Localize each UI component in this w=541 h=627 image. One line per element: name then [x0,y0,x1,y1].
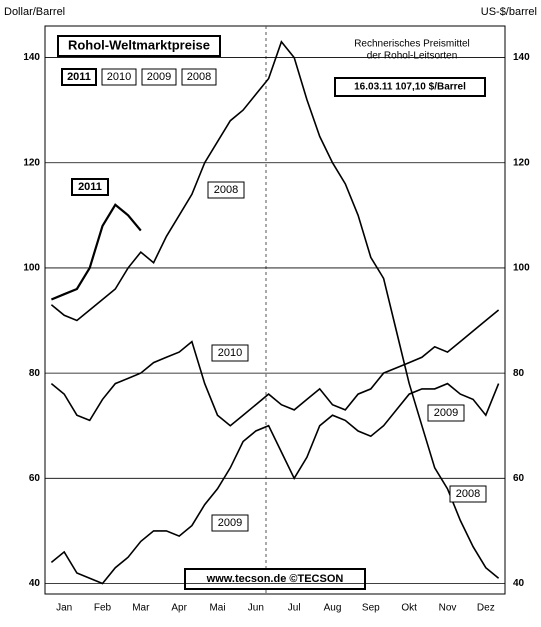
series-label-box [427,404,465,422]
y2-tick-label: 40 [513,578,525,589]
y-tick-label: 120 [23,157,40,168]
y-tick-label: 100 [23,263,40,274]
x-tick-label: Jun [248,603,264,614]
y2-tick-label: 140 [513,52,530,63]
legend-box [181,68,217,86]
legend-label: 2008 [187,71,211,83]
x-tick-label: Nov [439,603,457,614]
chart-title: Rohol-Weltmarktpreise [68,37,210,52]
x-tick-label: Mai [209,603,225,614]
x-tick-label: Dez [477,603,495,614]
price-box [334,77,486,97]
source-box [184,568,366,590]
y-tick-label: 80 [29,368,41,379]
annotation: Rechnerisches Preismittel [354,39,470,50]
y2-tick-label: 60 [513,473,525,484]
legend-label: 2011 [67,71,91,83]
legend-label: 2009 [147,71,171,83]
series-label: 2009 [218,517,242,529]
series-line [50,382,500,585]
legend-box [61,68,97,86]
series-label-box [449,485,487,503]
annotation: www.tecson.de ©TECSON [206,573,344,585]
series-label-box [211,344,249,362]
series-line [50,40,500,579]
y-tick-label: 40 [29,578,41,589]
plot-frame [44,25,506,595]
y-tick-label: 60 [29,473,41,484]
y2-tick-label: 120 [513,157,530,168]
series-label-box [207,181,245,199]
annotation: der Rohol-Leitsorten [367,51,458,62]
y-tick-label: 140 [23,52,40,63]
title-box [57,35,221,57]
series-label: 2008 [456,488,480,500]
series-line [50,203,142,301]
series-label-box [71,178,109,196]
y2-tick-label: 80 [513,368,525,379]
x-tick-label: Okt [401,603,417,614]
x-tick-label: Apr [171,603,187,614]
x-tick-label: Jul [288,603,301,614]
legend-label: 2010 [107,71,131,83]
series-label: 2008 [214,184,238,196]
legend-box [141,68,177,86]
y-axis-label: Dollar/Barrel [4,6,65,18]
annotation: 16.03.11 107,10 $/Barrel [354,82,466,93]
x-tick-label: Aug [324,603,342,614]
series-label: 2009 [434,407,458,419]
x-tick-label: Sep [362,603,380,614]
y2-axis-label: US-$/barrel [481,6,537,18]
series-line [50,309,500,427]
y2-tick-label: 100 [513,263,530,274]
series-label: 2011 [78,181,102,193]
x-tick-label: Jan [56,603,72,614]
x-tick-label: Mar [132,603,150,614]
x-tick-label: Feb [94,603,112,614]
legend-box [101,68,137,86]
series-label-box [211,514,249,532]
series-label: 2010 [218,347,242,359]
